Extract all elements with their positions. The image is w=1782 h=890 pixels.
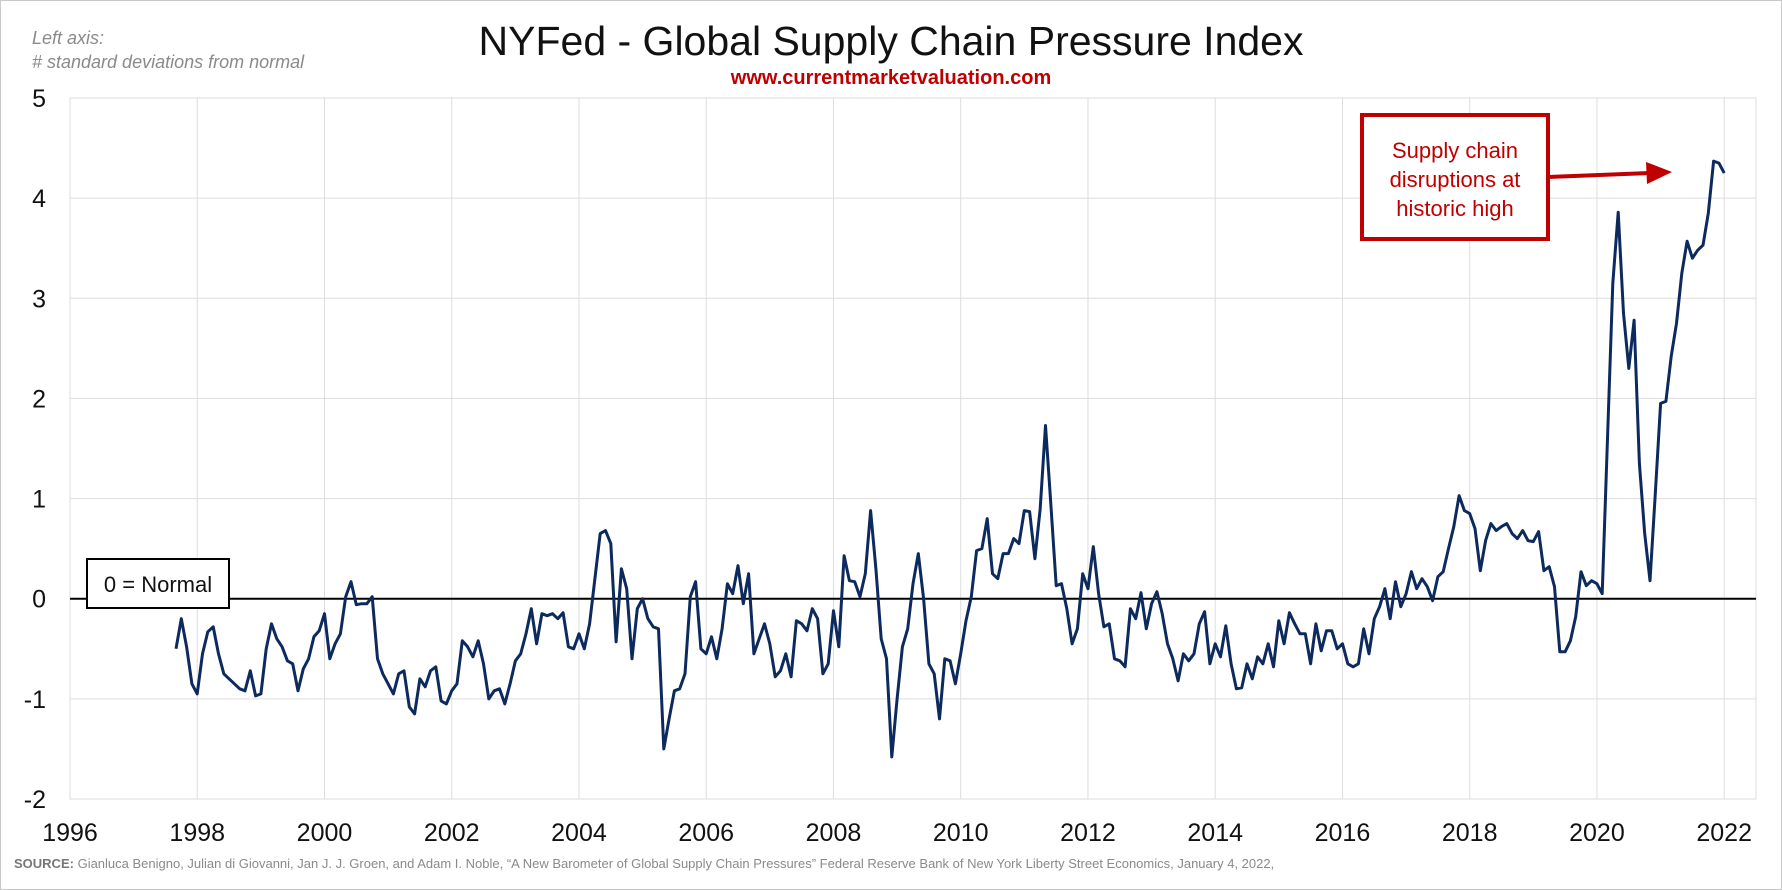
x-axis-ticks: 1996 1998 2000 2002 2004 2006 2008 2010 2012 2014… [42, 819, 1752, 847]
left-axis-note-line1: Left axis: [32, 28, 105, 48]
left-axis-note: Left axis: # standard deviations from no… [32, 26, 304, 74]
y-tick-label: 2 [32, 385, 46, 413]
y-axis-ticks: 5 4 3 2 1 0 -1 -2 [24, 85, 46, 814]
chart-title: NYFed - Global Supply Chain Pressure Ind… [478, 18, 1304, 64]
source-text: Gianluca Benigno, Julian di Giovanni, Ja… [77, 856, 1275, 871]
x-tick-label: 2016 [1315, 819, 1371, 847]
x-tick-label: 2006 [678, 819, 734, 847]
annotation-line-2: disruptions at [1390, 167, 1521, 192]
y-tick-label: 5 [32, 85, 46, 113]
x-tick-label: 2014 [1187, 819, 1243, 847]
y-tick-label: 3 [32, 285, 46, 313]
x-tick-label: 2008 [806, 819, 862, 847]
x-tick-label: 2012 [1060, 819, 1116, 847]
left-axis-note-line2: # standard deviations from normal [32, 52, 305, 72]
y-tick-label: 4 [32, 185, 46, 213]
annotation-arrow-shaft [1547, 171, 1651, 179]
normal-label-border [86, 558, 230, 609]
normal-label-box: 0 = Normal [86, 558, 230, 609]
x-tick-label: 2022 [1696, 819, 1752, 847]
y-tick-label: -2 [24, 786, 46, 814]
x-tick-label: 1996 [42, 819, 98, 847]
annotation-box [1360, 113, 1550, 241]
annotation-line-3: historic high [1396, 196, 1513, 221]
x-tick-label: 2000 [297, 819, 353, 847]
source-note: SOURCE: Gianluca Benigno, Julian di Giov… [14, 856, 1274, 871]
x-tick-label: 2004 [551, 819, 607, 847]
x-tick-label: 2002 [424, 819, 480, 847]
x-tick-label: 1998 [169, 819, 225, 847]
y-tick-label: 0 [32, 586, 46, 614]
x-tick-label: 2020 [1569, 819, 1625, 847]
x-tick-label: 2018 [1442, 819, 1498, 847]
normal-label-text: 0 = Normal [104, 572, 212, 597]
source-label: SOURCE: [14, 856, 74, 871]
y-tick-label: 1 [32, 486, 46, 514]
annotation-line-1: Supply chain [1392, 138, 1518, 163]
annotation-arrow-head [1646, 162, 1672, 184]
series-line [174, 159, 1726, 759]
x-tick-label: 2010 [933, 819, 989, 847]
annotation: Supply chain disruptions at historic hig… [1360, 113, 1672, 241]
y-tick-label: -1 [24, 686, 46, 714]
chart-subtitle-link[interactable]: www.currentmarketvaluation.com [730, 67, 1052, 89]
